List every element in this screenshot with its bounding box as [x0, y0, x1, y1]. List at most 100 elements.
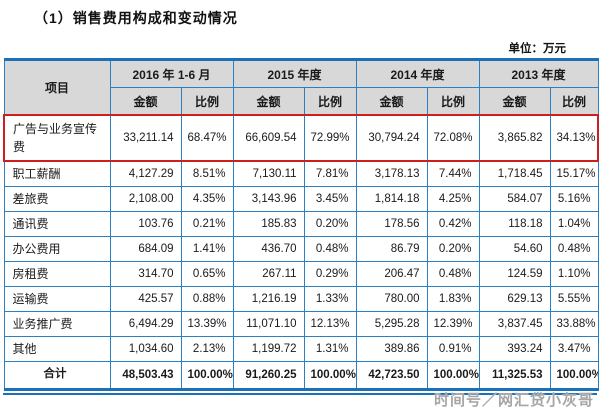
table-row: 其他 1,034.60 2.13% 1,199.72 1.31% 389.86 0.91% 3…	[3, 335, 599, 362]
amount-cell: 30,794.24	[355, 114, 428, 162]
item-cell: 职工薪酬	[3, 160, 111, 187]
col-header-ratio-3: 比例	[549, 87, 599, 116]
amount-cell: 7,130.11	[232, 160, 305, 187]
amount-cell: 66,609.54	[232, 114, 305, 162]
amount-cell: 54.60	[478, 235, 551, 262]
col-header-amount-0: 金额	[109, 87, 182, 116]
amount-cell: 393.24	[478, 335, 551, 362]
amount-cell: 118.18	[478, 210, 551, 237]
col-header-period-0: 2016 年 1-6 月	[109, 59, 234, 88]
table-row: 职工薪酬 4,127.29 8.51% 7,130.11 7.81% 3,178.13 7.…	[3, 160, 599, 187]
ratio-cell: 34.13%	[549, 114, 600, 162]
item-cell: 运输费	[3, 285, 111, 312]
ratio-cell: 15.17%	[549, 160, 599, 187]
amount-cell: 185.83	[232, 210, 305, 237]
amount-cell: 3,865.82	[478, 114, 551, 162]
amount-cell: 629.13	[478, 285, 551, 312]
amount-cell: 684.09	[109, 235, 182, 262]
table-row: 房租费 314.70 0.65% 267.11 0.29% 206.47 0.48% 124.…	[3, 260, 599, 287]
col-header-item: 项目	[3, 59, 111, 116]
ratio-cell: 0.20%	[303, 210, 357, 237]
ratio-cell: 12.39%	[426, 310, 480, 337]
amount-cell: 178.56	[355, 210, 428, 237]
table-header: 项目 2016 年 1-6 月 2015 年度 2014 年度 2013 年度 金额 比例金…	[3, 59, 599, 116]
ratio-cell: 7.44%	[426, 160, 480, 187]
section-title: （1）销售费用构成和变动情况	[34, 10, 238, 26]
unit-label: 单位：万元	[508, 43, 567, 55]
total-row: 合计 48,503.43 100.00% 91,260.25 100.00% 42,723…	[3, 360, 599, 390]
amount-cell: 3,143.96	[232, 185, 305, 212]
amount-cell: 33,211.14	[109, 114, 182, 162]
ratio-cell: 5.55%	[549, 285, 599, 312]
ratio-cell: 3.47%	[549, 335, 599, 362]
total-amount-cell: 48,503.43	[109, 360, 182, 390]
ratio-cell: 5.16%	[549, 185, 599, 212]
amount-cell: 1,034.60	[109, 335, 182, 362]
col-header-amount-2: 金额	[355, 87, 428, 116]
amount-cell: 11,071.10	[232, 310, 305, 337]
ratio-cell: 0.48%	[426, 260, 480, 287]
ratio-cell: 72.99%	[303, 114, 357, 162]
ratio-cell: 0.29%	[303, 260, 357, 287]
item-cell: 广告与业务宣传费	[3, 114, 111, 162]
amount-cell: 3,178.13	[355, 160, 428, 187]
expense-table: 项目 2016 年 1-6 月 2015 年度 2014 年度 2013 年度 金额 比例金…	[3, 58, 600, 391]
col-header-amount-3: 金额	[478, 87, 551, 116]
total-amount-cell: 42,723.50	[355, 360, 428, 390]
watermark-text: 时间号／网汇贷小灰哥	[433, 392, 594, 409]
total-ratio-cell: 100.00%	[549, 360, 599, 390]
amount-cell: 1,718.45	[478, 160, 551, 187]
col-header-period-3: 2013 年度	[478, 59, 599, 88]
ratio-cell: 0.88%	[180, 285, 234, 312]
amount-cell: 436.70	[232, 235, 305, 262]
ratio-cell: 1.10%	[549, 260, 599, 287]
amount-cell: 425.57	[109, 285, 182, 312]
amount-cell: 314.70	[109, 260, 182, 287]
table-row-highlighted: 广告与业务宣传费 33,211.14 68.47% 66,609.54 72.99% 30…	[3, 114, 600, 162]
table-row: 通讯费 103.76 0.21% 185.83 0.20% 178.56 0.42% 118.…	[3, 210, 599, 237]
total-amount-cell: 11,325.53	[478, 360, 551, 390]
header-row-periods: 项目 2016 年 1-6 月 2015 年度 2014 年度 2013 年度	[3, 59, 599, 116]
total-ratio-cell: 100.00%	[180, 360, 234, 390]
ratio-cell: 13.39%	[180, 310, 234, 337]
ratio-cell: 0.48%	[303, 235, 357, 262]
ratio-cell: 0.20%	[426, 235, 480, 262]
amount-cell: 267.11	[232, 260, 305, 287]
ratio-cell: 72.08%	[426, 114, 480, 162]
amount-cell: 124.59	[478, 260, 551, 287]
item-cell: 通讯费	[3, 210, 111, 237]
amount-cell: 2,108.00	[109, 185, 182, 212]
amount-cell: 6,494.29	[109, 310, 182, 337]
ratio-cell: 68.47%	[180, 114, 234, 162]
ratio-cell: 2.13%	[180, 335, 234, 362]
amount-cell: 86.79	[355, 235, 428, 262]
ratio-cell: 4.25%	[426, 185, 480, 212]
ratio-cell: 33.88%	[549, 310, 599, 337]
amount-cell: 5,295.28	[355, 310, 428, 337]
header-row-subcols: 金额 比例 金额 比例 金额 比例 金额 比例	[4, 87, 599, 116]
col-header-period-2: 2014 年度	[355, 59, 480, 88]
ratio-cell: 8.51%	[180, 160, 234, 187]
ratio-cell: 0.48%	[549, 235, 599, 262]
ratio-cell: 0.65%	[180, 260, 234, 287]
amount-cell: 3,837.45	[478, 310, 551, 337]
item-cell: 业务推广费	[3, 310, 111, 337]
item-cell: 其他	[3, 335, 111, 362]
ratio-cell: 4.35%	[180, 185, 234, 212]
total-amount-cell: 91,260.25	[232, 360, 305, 390]
item-cell: 房租费	[3, 260, 111, 287]
item-cell: 差旅费	[3, 185, 111, 212]
table-row: 业务推广费 6,494.29 13.39% 11,071.10 12.13% 5,295.…	[3, 310, 599, 337]
ratio-cell: 1.31%	[303, 335, 357, 362]
ratio-cell: 0.21%	[180, 210, 234, 237]
col-header-amount-1: 金额	[232, 87, 305, 116]
col-header-period-1: 2015 年度	[232, 59, 357, 88]
ratio-cell: 0.91%	[426, 335, 480, 362]
table-body: 广告与业务宣传费 33,211.14 68.47% 66,609.54 72.99% 30…	[3, 114, 600, 390]
amount-cell: 1,814.18	[355, 185, 428, 212]
ratio-cell: 12.13%	[303, 310, 357, 337]
ratio-cell: 7.81%	[303, 160, 357, 187]
amount-cell: 206.47	[355, 260, 428, 287]
amount-cell: 1,199.72	[232, 335, 305, 362]
